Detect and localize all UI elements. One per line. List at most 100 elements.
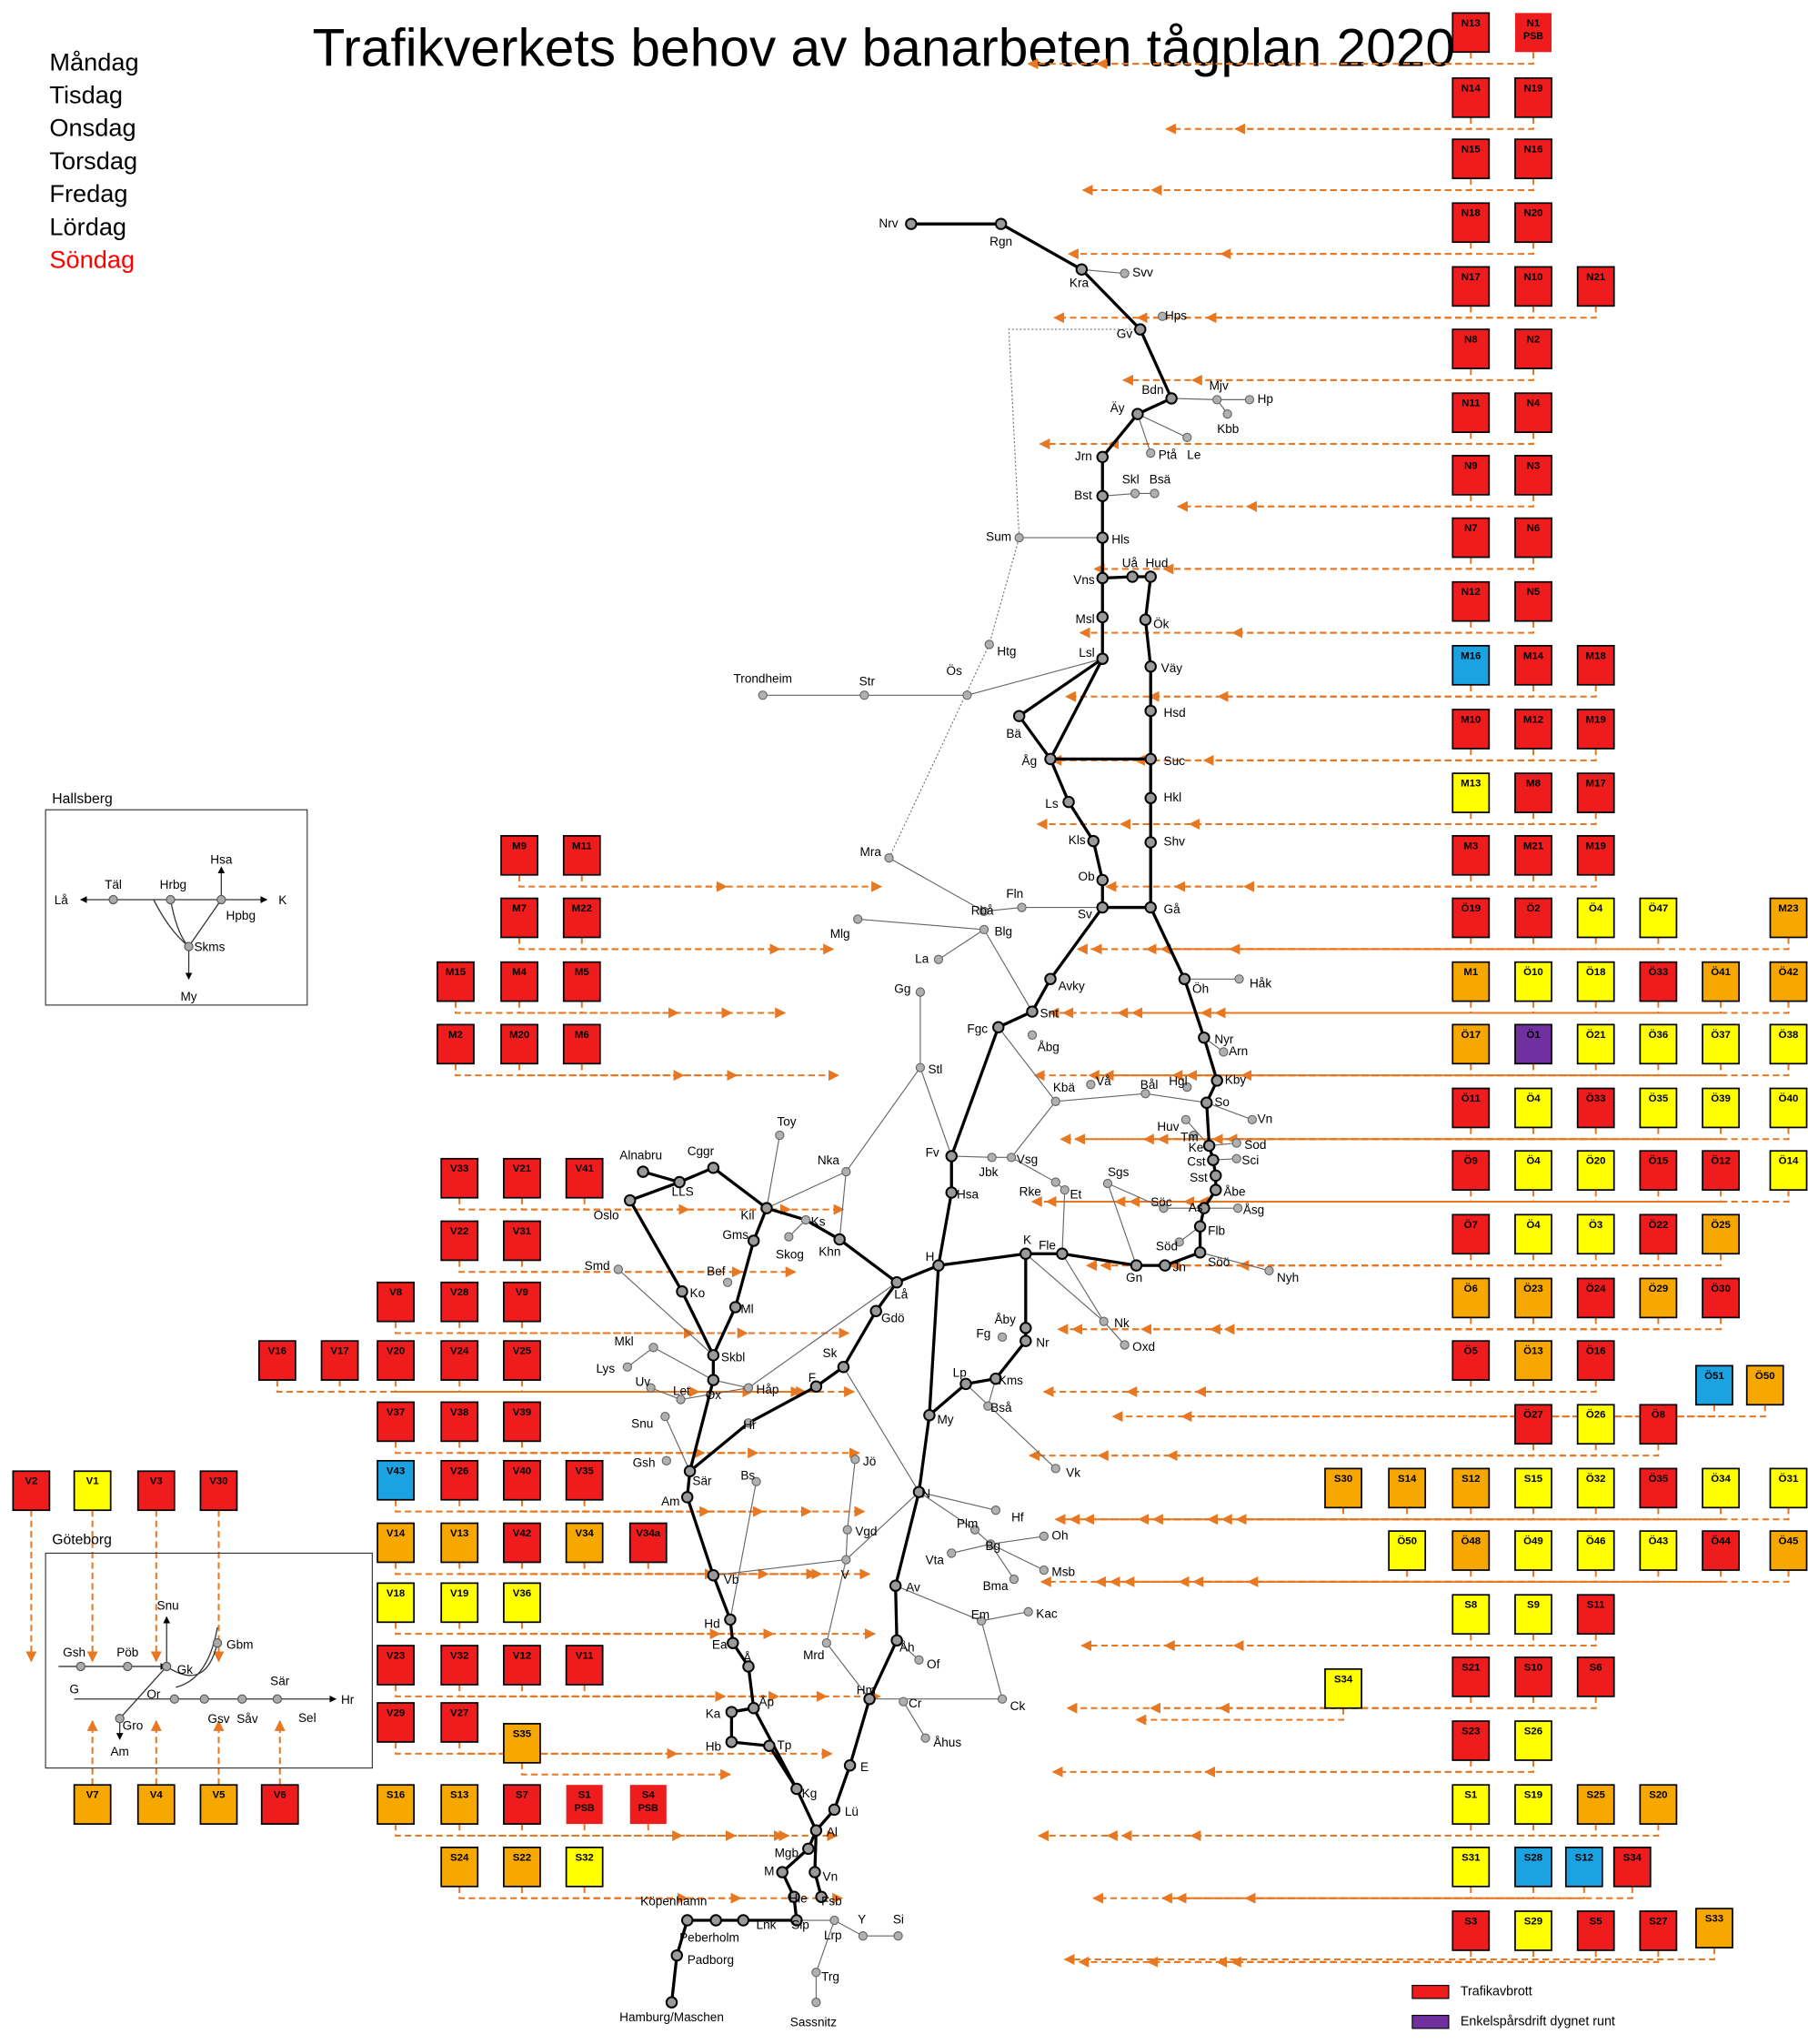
station (829, 1915, 839, 1926)
station-label: Le (1187, 448, 1200, 462)
station-label: Av (906, 1581, 920, 1595)
station (811, 1968, 821, 1978)
connector (1133, 748, 1472, 766)
connector (1151, 1507, 1472, 1525)
work-box (1612, 1847, 1652, 1888)
station-label: Bg (985, 1539, 1000, 1553)
weekday: Söndag (49, 246, 135, 274)
station-label: Skog (776, 1247, 804, 1261)
station-label: Vå (1096, 1074, 1111, 1088)
station-label: Ob (1079, 870, 1095, 883)
station-label: Arn (1229, 1044, 1248, 1058)
station (1231, 1138, 1241, 1148)
work-box-label: M18 (1586, 650, 1607, 661)
connector (1165, 116, 1472, 135)
connector (1129, 1190, 1472, 1208)
work-box (377, 1281, 416, 1323)
station-label: Väy (1161, 661, 1183, 675)
work-box (1451, 709, 1491, 750)
work-box (1695, 1364, 1733, 1406)
work-box-label: S35 (513, 1728, 532, 1739)
work-box (1514, 834, 1552, 876)
connector (520, 1197, 845, 1215)
connector (1066, 1696, 1597, 1714)
work-box (437, 961, 475, 1002)
work-box (500, 1023, 538, 1065)
work-box (1451, 202, 1491, 244)
connector (1088, 1063, 1790, 1082)
station-label: Y (858, 1913, 866, 1927)
station-label: Gsh (633, 1455, 656, 1469)
work-box (629, 1785, 667, 1825)
station (977, 1616, 987, 1626)
work-box-label: Ö4 (1526, 1092, 1541, 1104)
station (800, 1214, 811, 1225)
work-box (1514, 1530, 1552, 1571)
work-box (377, 1784, 416, 1825)
work-box-label: M5 (575, 967, 590, 978)
work-box-label: S33 (1705, 1914, 1723, 1925)
work-box-label: Ö46 (1586, 1536, 1606, 1547)
main-station (707, 1569, 720, 1582)
work-box-label: Ö15 (1649, 1155, 1669, 1167)
station (1120, 1340, 1130, 1350)
main-station (683, 1465, 697, 1477)
main-station (1134, 323, 1147, 336)
station-label: Hb (706, 1739, 721, 1753)
station-label: Am (661, 1495, 679, 1508)
main-station (1198, 1031, 1210, 1044)
connector (1081, 178, 1472, 196)
station (775, 1130, 785, 1141)
connectors (25, 52, 1790, 1968)
connector (520, 1622, 775, 1640)
work-box-label: S14 (1398, 1474, 1417, 1485)
station-label: Sv (1078, 908, 1092, 921)
connector (1064, 684, 1597, 702)
work-box (136, 1470, 176, 1512)
station-label: Bef (707, 1264, 726, 1278)
work-box (1576, 1594, 1615, 1636)
work-box-label: N1 (1527, 18, 1541, 29)
work-box (1451, 1277, 1491, 1319)
connector (1048, 1001, 1723, 1019)
connector (395, 1824, 785, 1842)
work-box (136, 1784, 176, 1825)
station (1150, 488, 1160, 498)
work-box-label: V8 (389, 1287, 403, 1298)
work-box-label: Ö31 (1779, 1473, 1799, 1485)
station-label: Kbä (1053, 1081, 1076, 1094)
connector (1216, 1949, 1660, 1968)
track (1107, 1183, 1138, 1266)
stations: Nrv Rgn Kra Svv Hps Gv Bdn Mjv Hp Kbb Äy Ptå Le Jrn Sk… (585, 216, 1300, 2029)
track (729, 1481, 758, 1620)
main-station (1130, 1259, 1143, 1272)
main-station (790, 1914, 803, 1927)
main-station (1200, 1096, 1213, 1109)
work-box (503, 1340, 541, 1381)
work-box (1769, 961, 1808, 1002)
work-box-label: M9 (512, 841, 527, 851)
station-label: V (841, 1567, 849, 1581)
weekday: Lördag (49, 212, 126, 240)
station (990, 1505, 1001, 1515)
work-box (440, 1281, 479, 1323)
station-label: Hls (1111, 533, 1130, 547)
work-box (1639, 1023, 1678, 1065)
station-label: Fsb (821, 1895, 842, 1908)
main-station (725, 1736, 738, 1748)
connector (1245, 494, 1534, 512)
work-box-label: S1 (578, 1790, 592, 1801)
connector (1040, 1570, 1534, 1587)
station (1212, 395, 1222, 405)
station-label: Sgs (1108, 1165, 1130, 1179)
station-label: Ls (1045, 797, 1059, 811)
work-box-label: N13 (1461, 18, 1481, 29)
work-box-label: Ö1 (1526, 1029, 1541, 1041)
station (1159, 1203, 1169, 1213)
work-box-label: V13 (450, 1528, 468, 1539)
station-label: Alnabru (619, 1149, 662, 1163)
main-station (727, 1636, 739, 1649)
work-box-label: S32 (575, 1852, 593, 1863)
work-box (1576, 1213, 1615, 1255)
work-box-label: N4 (1527, 398, 1541, 409)
